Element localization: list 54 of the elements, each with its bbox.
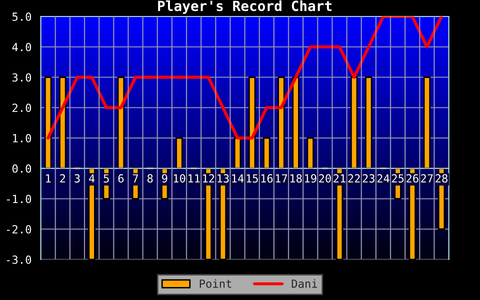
x-tick-label: 18 <box>290 174 302 183</box>
x-tick-label: 21 <box>334 174 346 182</box>
bar <box>263 137 270 170</box>
bar <box>292 76 300 170</box>
x-tick-label: 7 <box>132 174 138 182</box>
x-tick-label: 9 <box>162 174 168 183</box>
bar <box>306 137 314 170</box>
line-series <box>46 16 444 140</box>
y-tick-label: 0.0 <box>12 164 32 173</box>
bar <box>59 76 66 170</box>
legend-label: Point <box>200 279 232 288</box>
legend-label: Dani <box>292 279 318 288</box>
x-tick-label: 26 <box>406 174 418 183</box>
x-tick-label: 15 <box>246 174 258 183</box>
x-tick-label: 14 <box>232 174 244 182</box>
y-tick-label: 2.0 <box>12 104 32 112</box>
bar <box>117 76 125 170</box>
x-tick-label: 25 <box>392 174 404 183</box>
x-tick-label: 4 <box>89 174 95 182</box>
y-tick-label: 1.0 <box>13 134 32 142</box>
x-tick-label: 28 <box>436 174 448 183</box>
bar <box>248 76 256 170</box>
y-tick-label: 4.0 <box>12 42 32 52</box>
x-tick-label: 8 <box>147 174 153 183</box>
x-tick-label: 20 <box>319 174 331 183</box>
x-tick-label: 1 <box>46 174 51 182</box>
chart-title: Player's Record Chart <box>158 0 332 14</box>
x-tick-label: 23 <box>362 174 375 183</box>
bar <box>365 76 372 170</box>
x-tick-label: 3 <box>74 174 80 183</box>
x-tick-label: 27 <box>421 174 433 182</box>
x-tick-label: 17 <box>276 174 288 182</box>
x-tick-label: 13 <box>218 174 229 183</box>
x-tick-label: 16 <box>261 174 273 183</box>
x-tick-label: 22 <box>348 174 360 182</box>
x-tick-label: 12 <box>203 174 214 182</box>
x-tick-label: 10 <box>174 174 186 183</box>
y-tick-label: 5.0 <box>12 12 32 21</box>
y-tick-label: -1.0 <box>6 194 32 204</box>
bar <box>176 137 183 170</box>
y-tick-label: 3.0 <box>12 73 32 82</box>
bar <box>423 76 431 170</box>
x-tick-label: 2 <box>60 174 66 182</box>
x-tick-label: 11 <box>188 174 200 182</box>
y-tick-label: -2.0 <box>6 225 32 234</box>
bar <box>234 137 242 170</box>
x-tick-label: 5 <box>104 174 109 183</box>
x-tick-label: 6 <box>118 174 124 183</box>
bar <box>350 76 358 170</box>
bar <box>278 76 285 170</box>
x-tick-label: 19 <box>305 174 316 183</box>
bar <box>44 76 52 170</box>
x-tick-label: 24 <box>377 174 390 182</box>
y-tick-label: -3.0 <box>6 256 32 264</box>
